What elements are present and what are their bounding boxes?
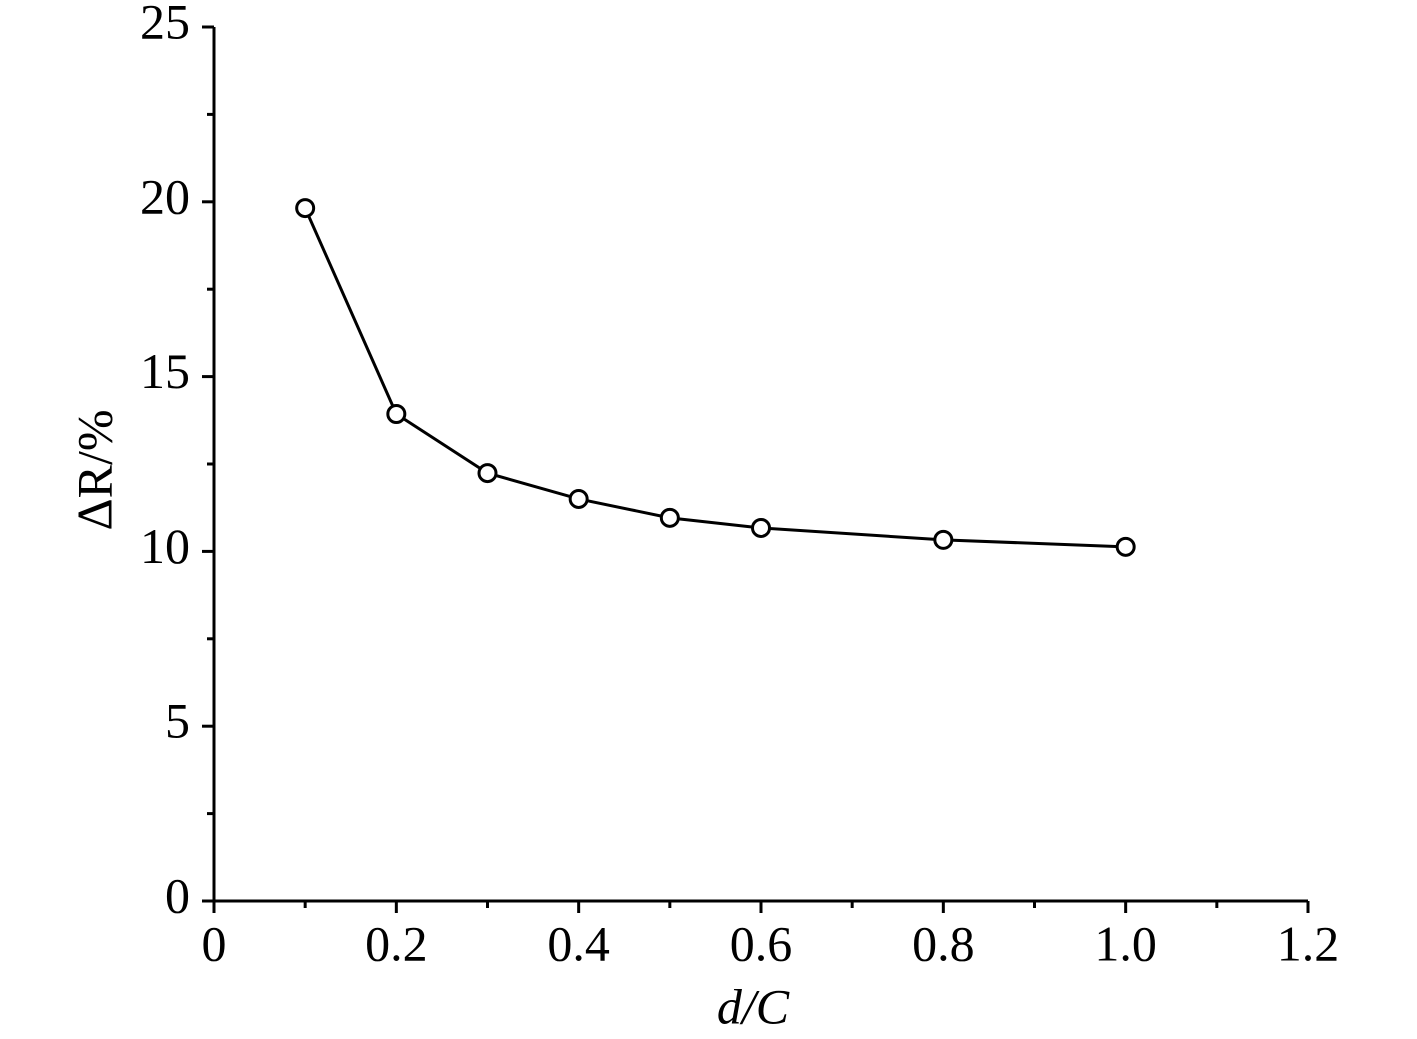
data-point <box>568 488 589 509</box>
y-tick-label: 5 <box>165 693 190 749</box>
x-axis-label: d/C <box>717 978 790 1034</box>
x-tick-label: 0 <box>202 915 227 971</box>
x-tick-label: 1.2 <box>1277 915 1340 971</box>
y-tick-label: 10 <box>140 518 190 574</box>
x-tick-label: 0.8 <box>912 915 975 971</box>
y-tick-label: 25 <box>140 0 190 49</box>
data-point <box>1115 536 1136 557</box>
data-point <box>295 198 316 219</box>
data-point <box>751 517 771 538</box>
x-tick-label: 0.6 <box>730 915 793 971</box>
y-tick-label: 15 <box>140 343 190 399</box>
y-tick-label: 20 <box>140 168 190 224</box>
data-point <box>386 404 407 425</box>
data-point <box>477 463 498 484</box>
x-tick-label: 0.2 <box>365 915 428 971</box>
y-tick-label: 0 <box>165 867 190 923</box>
data-point <box>933 529 954 550</box>
data-line <box>303 207 1126 549</box>
y-axis-label: ΔR/% <box>66 409 122 530</box>
x-tick-label: 1.0 <box>1094 915 1157 971</box>
data-point <box>659 507 680 528</box>
x-tick-label: 0.4 <box>547 915 610 971</box>
